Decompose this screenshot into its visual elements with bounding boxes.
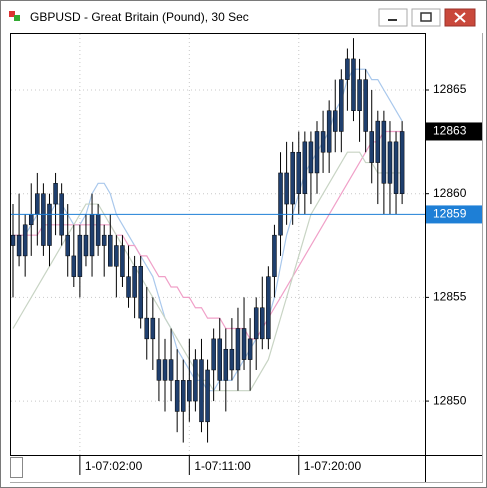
candle-body [205,369,210,423]
candle-body [217,338,222,381]
price-label: 12863 [433,124,467,138]
candle-body [332,110,338,132]
candle-body [260,307,265,340]
candle-body [363,79,368,132]
candle-body [308,141,314,174]
price-label-box [426,122,482,141]
candle-body [22,224,28,257]
candle-body [351,58,356,111]
candle-body [284,172,289,205]
price-label: 12859 [433,207,467,221]
candle-body [126,276,131,298]
candle-body [47,203,52,246]
candle-body [162,359,168,381]
candle-body [211,338,216,371]
x-tick-label: 1-07:11:00 [194,459,251,473]
candle-body [278,172,283,236]
candle-body [95,214,101,246]
candle-body [174,380,180,412]
candle-body [114,245,119,267]
moving-average [13,130,403,340]
candle-body [156,359,162,381]
candle-body [199,359,204,423]
candle-body [35,193,40,215]
candle-body [132,266,137,298]
candle-body [150,317,156,340]
candle-body [108,234,113,267]
candle-body [83,234,89,257]
maximize-button[interactable] [411,8,441,27]
candle-body [53,183,58,205]
candle-body [272,234,277,277]
candle-body [187,380,192,402]
candle-body [266,276,271,340]
labels: 12850 12855 12860 12865 1-07:02:00 1-07:11:00… [11,82,482,475]
candle-body [320,131,326,153]
candle-body [326,110,332,153]
candle-body [10,234,16,246]
candles [10,38,405,443]
x-tick-label: 1-07:02:00 [85,459,143,473]
candle-body [16,234,22,257]
candle-body [369,131,374,163]
candle-body [138,266,143,319]
corner-box [10,457,23,478]
candle-body [144,317,150,340]
candle-body [302,141,308,194]
candle-body [241,328,247,360]
candle-body [387,141,393,184]
y-tick-label: 12855 [433,290,467,304]
minimize-button[interactable] [378,8,408,27]
candle-body [223,348,229,381]
close-button[interactable] [444,8,476,27]
candle-body [41,193,46,246]
candle-body [393,141,399,194]
candle-body [193,359,198,402]
candle-body [375,120,381,163]
candle-body [314,131,320,174]
y-tick-label: 12860 [433,186,467,200]
y-tick-label: 12865 [433,82,467,96]
candle-body [339,79,344,132]
candle-body [71,255,77,277]
candle-body [180,380,186,412]
candle-body [290,151,295,205]
candle-body [345,58,350,80]
candle-body [253,307,259,340]
candle-body [28,214,34,226]
candle-body [229,348,235,371]
candle-body [399,131,405,194]
candle-body [235,328,241,371]
candle-body [357,79,362,111]
candle-body [381,120,387,184]
candle-body [120,245,125,277]
candle-body [65,234,70,257]
app-icon [9,11,20,21]
candle-body [101,234,107,246]
y-tick-label: 12850 [433,393,467,407]
candle-body [77,234,83,277]
candle-body [247,338,253,360]
candle-body [296,151,302,194]
plot-area [10,33,426,456]
candle-body [168,359,174,381]
x-tick-label: 1-07:20:00 [304,459,362,473]
candle-body [89,214,95,257]
price-label-box [426,205,482,224]
window-title: GBPUSD - Great Britain (Pound), 30 Sec [30,10,249,24]
